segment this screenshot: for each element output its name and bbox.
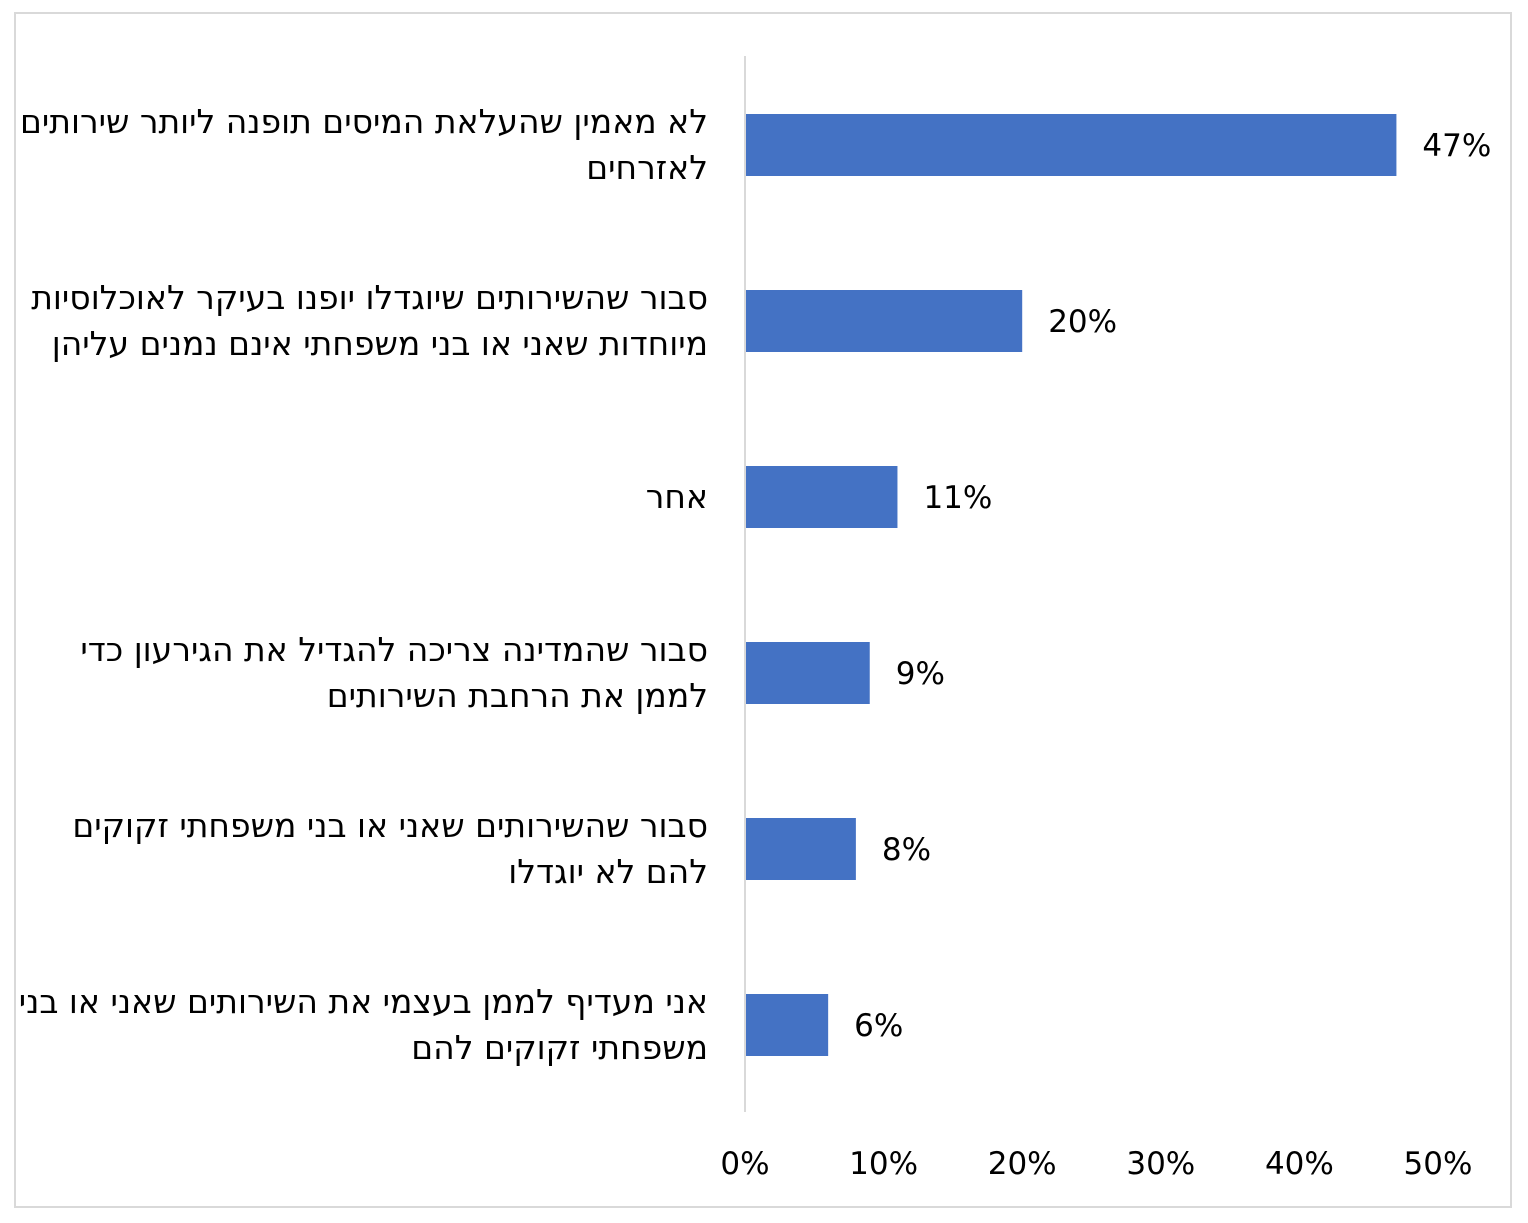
x-tick-label-6: 50% [1404, 1146, 1473, 1182]
x-tick-label-3: 20% [988, 1146, 1057, 1182]
category-label-4: סבור שהמדינה צריכה להגדיל את הגירעון כדי… [80, 630, 708, 715]
category-label-1: לא מאמין שהעלאת המיסים תופנה ליותר שירות… [19, 102, 708, 187]
value-label-2: 20% [1048, 304, 1117, 340]
x-tick-label-1: 0% [720, 1146, 769, 1182]
x-tick-label-4: 30% [1126, 1146, 1195, 1182]
bar-4 [746, 642, 870, 704]
bar-5 [746, 818, 856, 880]
bar-2 [746, 290, 1023, 352]
bar-6 [746, 994, 829, 1056]
value-label-5: 8% [882, 832, 931, 868]
value-label-4: 9% [896, 656, 945, 692]
value-label-1: 47% [1422, 128, 1491, 164]
bar-1 [746, 114, 1397, 176]
category-label-3: אחר [645, 477, 708, 516]
x-axis-ticks-group: 0% 10% 20% 30% 40% 50% [720, 1146, 1472, 1182]
category-label-6: אני מעדיף לממן בעצמי את השירותים שאני או… [18, 982, 708, 1067]
x-tick-label-5: 40% [1265, 1146, 1334, 1182]
category-label-2: סבור שהשירותים שיוגדלו יופנו בעיקר לאוכל… [31, 278, 708, 363]
value-labels-group: 47% 20% 11% 9% 8% 6% [854, 128, 1491, 1044]
category-label-5: סבור שהשירותים שאני או בני משפחתי זקוקים… [72, 806, 708, 891]
bar-3 [746, 466, 898, 528]
x-tick-label-2: 10% [849, 1146, 918, 1182]
value-label-6: 6% [854, 1008, 903, 1044]
bars-group [746, 114, 1397, 1056]
value-label-3: 11% [923, 480, 992, 516]
